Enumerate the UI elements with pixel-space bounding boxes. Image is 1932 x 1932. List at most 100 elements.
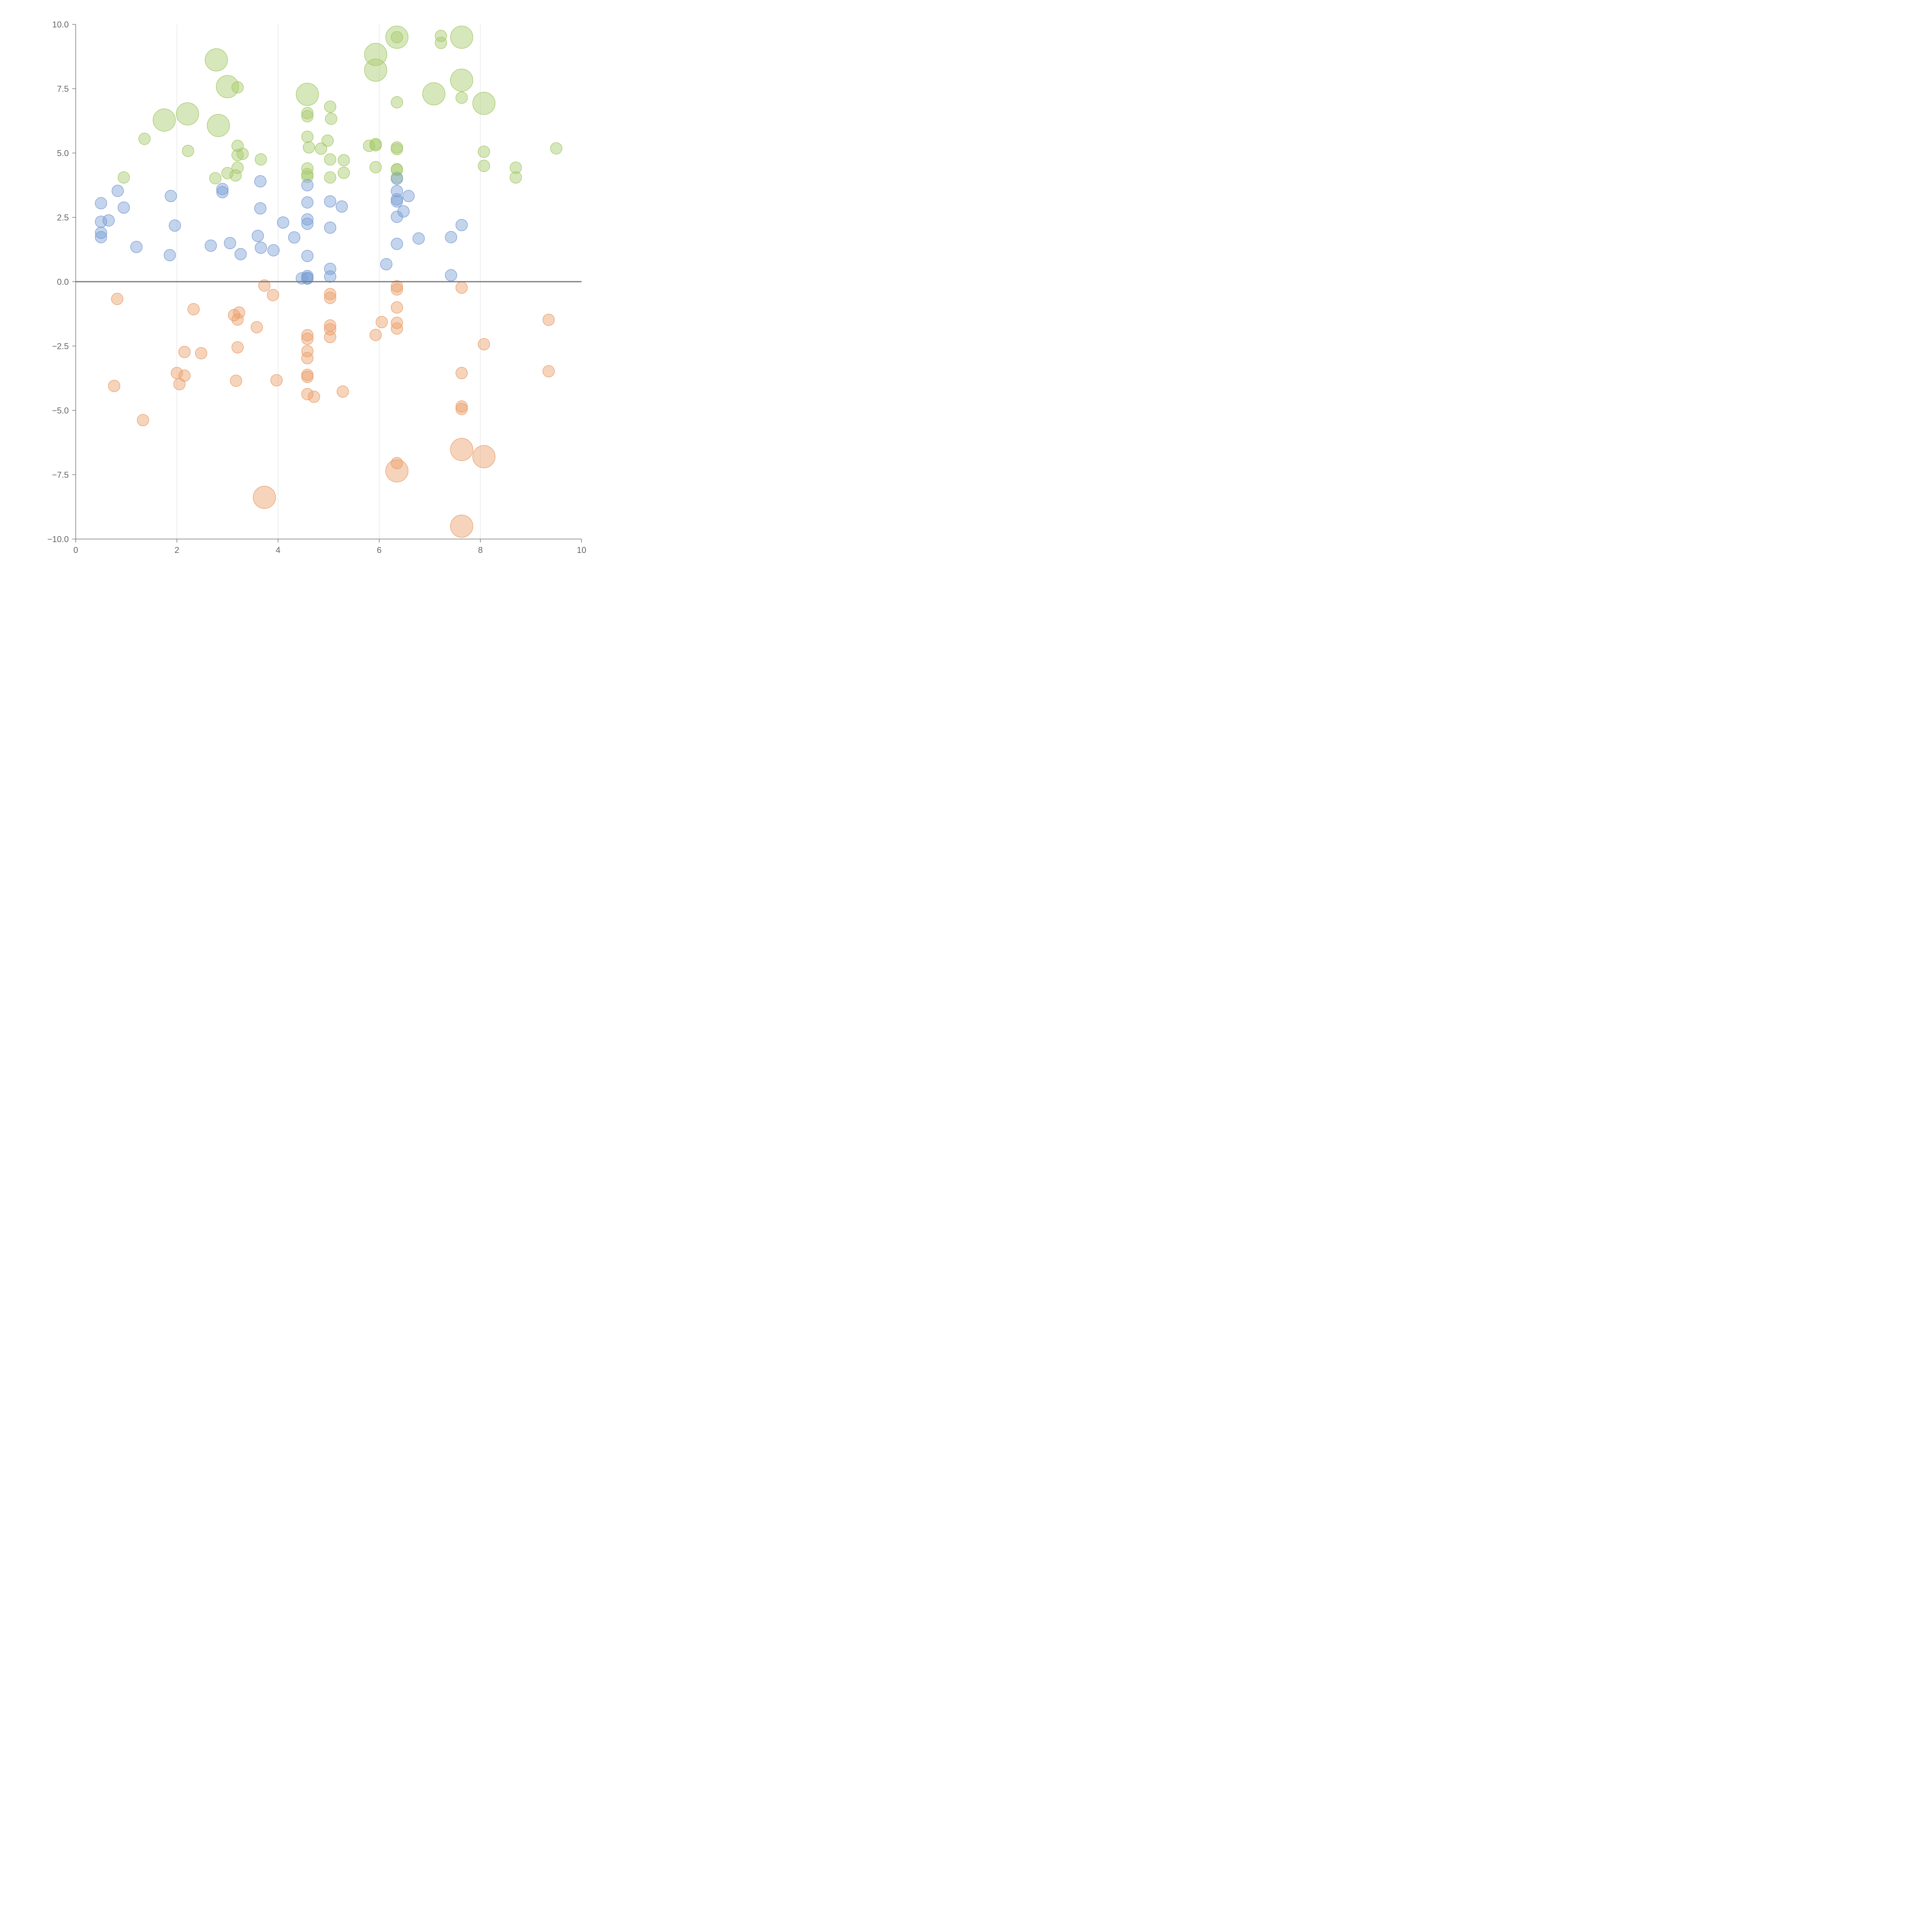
point-low-45 (456, 403, 468, 415)
point-low-11 (233, 306, 245, 319)
point-medium-4 (102, 214, 115, 227)
point-low-2 (137, 414, 149, 427)
point-medium-15 (234, 248, 247, 260)
point-medium-47 (445, 231, 457, 243)
point-medium-25 (301, 196, 314, 209)
point-high-26 (321, 134, 334, 147)
point-low-25 (301, 388, 314, 400)
point-low-44 (456, 400, 468, 413)
point-medium-43 (391, 238, 403, 250)
point-low-13 (230, 374, 242, 387)
point-medium-41 (391, 195, 403, 207)
y-tick-label: 10.0 (52, 20, 69, 29)
point-medium-8 (165, 190, 177, 202)
point-low-43 (456, 367, 468, 379)
point-medium-6 (117, 201, 130, 214)
point-low-27 (324, 288, 337, 300)
point-medium-24 (301, 179, 314, 191)
point-high-25 (315, 142, 327, 155)
point-high-41 (391, 96, 403, 109)
point-medium-36 (335, 200, 348, 213)
y-tick-label: −2.5 (52, 342, 69, 351)
x-tick-label: 0 (73, 545, 78, 555)
point-medium-19 (255, 242, 267, 254)
point-medium-21 (277, 216, 289, 229)
point-medium-5 (111, 185, 124, 197)
point-high-11 (229, 169, 242, 182)
point-low-34 (376, 316, 388, 328)
point-high-54 (478, 145, 490, 158)
series-low (108, 279, 555, 538)
point-medium-13 (216, 186, 229, 198)
point-medium-42 (391, 211, 403, 223)
point-high-20 (301, 131, 314, 143)
point-high-17 (296, 83, 319, 106)
point-high-43 (391, 143, 403, 155)
point-medium-0 (95, 197, 107, 209)
point-medium-33 (324, 221, 337, 234)
y-tick-label: −5.0 (52, 406, 69, 415)
point-high-53 (472, 92, 496, 115)
point-high-16 (255, 153, 267, 166)
point-low-12 (231, 341, 244, 354)
point-high-49 (435, 37, 447, 49)
point-low-16 (267, 289, 279, 301)
point-low-24 (301, 371, 314, 383)
point-medium-3 (95, 231, 107, 243)
point-medium-48 (445, 269, 457, 282)
point-high-6 (138, 133, 151, 145)
point-high-50 (450, 26, 473, 49)
point-medium-14 (224, 237, 236, 249)
point-medium-26 (301, 213, 314, 226)
point-low-18 (253, 486, 276, 509)
point-high-40 (391, 31, 403, 44)
point-low-42 (456, 281, 468, 294)
point-low-7 (187, 303, 200, 316)
axes: −10.0 −7.5 −5.0 −2.5 0.0 2.5 5.0 7.5 10.0 0 2 4 6 8 10 (47, 20, 586, 555)
point-medium-27 (301, 218, 314, 230)
point-low-15 (258, 279, 271, 292)
point-low-47 (450, 514, 473, 538)
series-medium (95, 172, 468, 285)
point-low-21 (301, 345, 314, 357)
point-medium-20 (267, 244, 280, 257)
point-low-41 (385, 459, 408, 483)
point-low-46 (450, 438, 473, 461)
point-low-17 (270, 374, 283, 386)
point-low-32 (337, 385, 349, 398)
data-series (95, 26, 563, 538)
y-tick-label: 0.0 (57, 277, 69, 287)
point-medium-17 (254, 202, 267, 214)
point-high-33 (364, 43, 387, 66)
point-high-10 (221, 167, 234, 179)
point-medium-46 (412, 232, 425, 245)
point-high-9 (209, 172, 222, 185)
point-high-2 (231, 81, 244, 94)
point-low-19 (301, 329, 314, 342)
point-low-8 (195, 347, 207, 359)
point-high-37 (369, 138, 382, 150)
point-low-14 (250, 321, 263, 333)
point-high-8 (117, 171, 130, 184)
point-medium-1 (95, 216, 107, 228)
y-tick-label: 7.5 (57, 84, 69, 94)
point-high-39 (385, 26, 408, 49)
point-high-57 (510, 171, 522, 184)
point-low-33 (369, 329, 382, 341)
point-medium-38 (391, 172, 403, 185)
point-low-31 (324, 331, 337, 343)
point-high-27 (324, 100, 337, 113)
point-medium-44 (397, 205, 410, 218)
point-low-0 (111, 293, 124, 305)
point-medium-2 (95, 226, 107, 239)
point-medium-7 (130, 241, 143, 253)
point-high-7 (182, 145, 194, 157)
point-medium-9 (163, 249, 176, 262)
point-high-47 (422, 82, 446, 105)
point-high-12 (231, 162, 244, 174)
x-tick-label: 6 (377, 545, 381, 555)
point-high-1 (216, 75, 239, 98)
point-low-22 (301, 352, 314, 364)
point-medium-35 (324, 270, 337, 283)
point-medium-11 (204, 240, 217, 252)
